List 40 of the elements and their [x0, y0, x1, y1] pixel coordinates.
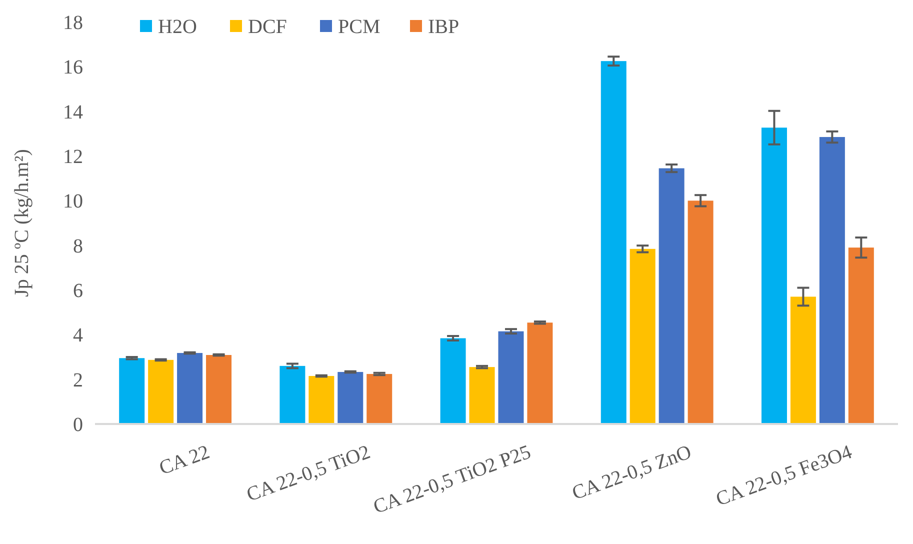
bar — [177, 352, 203, 424]
bar — [119, 358, 145, 424]
y-tick-label: 14 — [63, 101, 83, 124]
bar — [366, 374, 392, 424]
x-tick-label: CA 22-0,5 TiO2 P25 — [370, 441, 534, 518]
y-tick-label: 0 — [73, 414, 83, 436]
bar — [308, 376, 334, 424]
bar — [440, 338, 466, 424]
bar — [148, 360, 174, 424]
bar — [206, 354, 232, 424]
y-tick-label: 6 — [73, 280, 83, 302]
y-tick-label: 4 — [73, 324, 83, 347]
x-tick-label: CA 22 — [156, 441, 212, 480]
legend-label: IBP — [428, 16, 460, 38]
y-tick-label: 18 — [63, 12, 83, 34]
bar — [469, 367, 495, 424]
bar — [761, 128, 787, 424]
y-tick-label: 12 — [63, 146, 83, 168]
legend-label: DCF — [248, 16, 287, 38]
bar — [527, 322, 553, 424]
y-tick-label: 16 — [63, 56, 83, 79]
x-tick-label: CA 22-0,5 ZnO — [569, 441, 694, 504]
y-tick-label: 10 — [63, 190, 83, 213]
bar — [498, 331, 524, 424]
bar — [819, 137, 845, 424]
y-tick-label: 8 — [73, 235, 83, 258]
bar — [338, 372, 364, 424]
legend-label: PCM — [338, 16, 380, 38]
bar — [658, 168, 684, 424]
bar — [600, 61, 626, 424]
bar — [688, 200, 714, 424]
x-tick-label: CA 22-0,5 Fe3O4 — [713, 441, 855, 511]
legend-label: H2O — [158, 16, 197, 38]
x-tick-label: CA 22-0,5 TiO2 — [244, 441, 374, 506]
bar — [630, 248, 656, 424]
bar — [790, 296, 816, 424]
bar — [280, 366, 306, 424]
y-tick-label: 2 — [73, 369, 83, 392]
bar — [848, 248, 874, 424]
y-axis-title: Jp 25 ºC (kg/h.m²) — [11, 149, 33, 297]
